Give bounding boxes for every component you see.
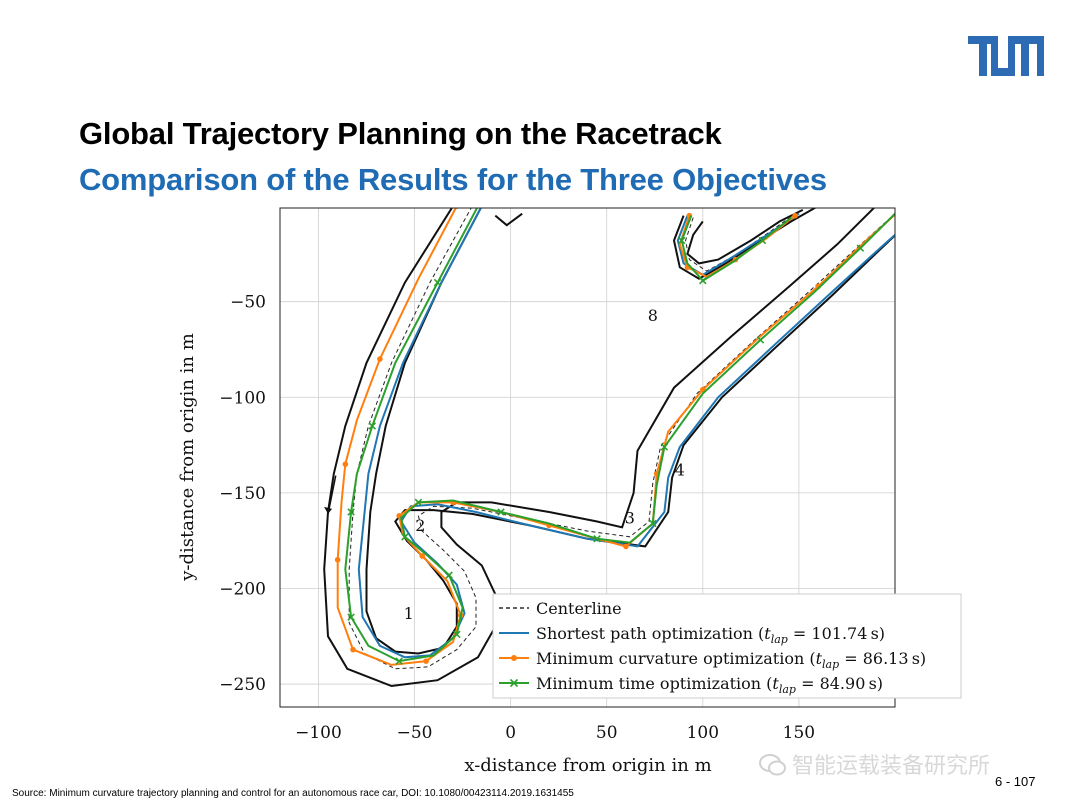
time-marker xyxy=(347,508,355,516)
legend-box xyxy=(492,593,962,699)
legend-item: Minimum time optimization (tlap = 84.90 … xyxy=(499,674,883,696)
source-citation: Source: Minimum curvature trajectory pla… xyxy=(12,788,574,799)
corner-label: 8 xyxy=(648,306,658,325)
time-marker xyxy=(497,508,505,516)
legend: Centerline Shortest path optimization (tl… xyxy=(492,593,962,699)
tum-logo xyxy=(968,36,1044,83)
time-marker xyxy=(414,498,423,507)
curvature-marker xyxy=(419,553,426,559)
legend-item: Shortest path optimization (tlap = 101.7… xyxy=(499,624,885,646)
series-line xyxy=(344,208,895,663)
centerline xyxy=(348,208,895,670)
time-marker xyxy=(445,571,453,579)
logo-block xyxy=(991,68,1015,76)
wechat-icon xyxy=(758,753,788,783)
time-marker xyxy=(660,443,669,451)
x-tick-label: −50 xyxy=(397,723,433,743)
x-axis-label: x-distance from origin in m xyxy=(464,755,711,776)
x-tick-label: 0 xyxy=(505,723,516,743)
logo-block xyxy=(1008,36,1015,76)
time-marker xyxy=(677,236,686,245)
legend-label: Shortest path optimization (tlap = 101.7… xyxy=(536,624,885,646)
time-marker xyxy=(699,276,707,285)
direction-arrow xyxy=(327,475,337,515)
series-line xyxy=(676,212,800,277)
corner-label: 4 xyxy=(675,461,685,480)
curvature-marker xyxy=(334,556,341,563)
time-marker xyxy=(756,336,765,344)
time-marker xyxy=(395,657,403,665)
slide-subtitle: Comparison of the Results for the Three … xyxy=(79,162,827,197)
legend-label: Centerline xyxy=(536,599,622,618)
time-marker xyxy=(758,236,767,245)
time-marker xyxy=(593,534,601,543)
logo-block xyxy=(991,44,998,76)
logo-block xyxy=(1037,36,1044,76)
slide-title: Global Trajectory Planning on the Racetr… xyxy=(79,116,722,151)
x-tick-label: 50 xyxy=(596,723,618,743)
y-axis-label: y-distance from origin in m xyxy=(177,333,198,582)
series-line xyxy=(678,214,796,278)
curvature-marker xyxy=(902,203,908,209)
track-boundary xyxy=(494,212,523,227)
time-marker xyxy=(453,630,461,639)
corner-label: 2 xyxy=(415,516,425,535)
corner-label: 1 xyxy=(404,604,414,623)
legend-marker xyxy=(509,678,519,688)
direction-arrowhead xyxy=(324,506,333,514)
time-marker xyxy=(649,519,657,528)
legend-label: Minimum time optimization (tlap = 84.90 … xyxy=(536,674,883,696)
curvature-marker xyxy=(623,543,629,550)
time-marker xyxy=(433,278,442,287)
x-tick-label: 150 xyxy=(783,723,815,743)
curvature-marker xyxy=(350,646,356,653)
time-marker xyxy=(401,533,409,541)
y-tick-label: −200 xyxy=(219,579,266,599)
y-tick-label: −50 xyxy=(230,293,266,313)
logo-block xyxy=(979,36,987,76)
time-marker xyxy=(368,422,377,430)
track-boundary xyxy=(686,209,804,265)
watermark: 智能运载装备研究所 xyxy=(758,748,990,783)
curvature-marker xyxy=(792,212,798,219)
curvature-marker xyxy=(423,658,429,664)
legend-marker xyxy=(511,655,517,661)
legend-label: Minimum curvature optimization (tlap = 8… xyxy=(536,649,926,671)
time-marker xyxy=(856,244,865,252)
track-boundary xyxy=(672,208,817,280)
time-marker xyxy=(347,613,355,621)
plot-area xyxy=(323,203,908,688)
plot-frame xyxy=(279,207,896,708)
curvature-marker xyxy=(342,461,349,467)
y-tick-label: −100 xyxy=(219,388,266,408)
curvature-marker xyxy=(377,356,383,362)
logo-block xyxy=(1021,36,1029,76)
watermark-text: 智能运载装备研究所 xyxy=(792,754,991,779)
series-line xyxy=(357,208,895,659)
legend-item: Minimum curvature optimization (tlap = 8… xyxy=(499,649,926,671)
y-tick-label: −150 xyxy=(219,484,266,504)
centerline xyxy=(684,213,796,272)
x-tick-label: 100 xyxy=(687,723,719,743)
page-number: 6 - 107 xyxy=(995,774,1036,789)
y-tick-label: −250 xyxy=(219,675,266,695)
corner-label: 3 xyxy=(625,508,635,527)
x-tick-label: −100 xyxy=(295,723,342,743)
legend-item: Centerline xyxy=(499,599,622,618)
